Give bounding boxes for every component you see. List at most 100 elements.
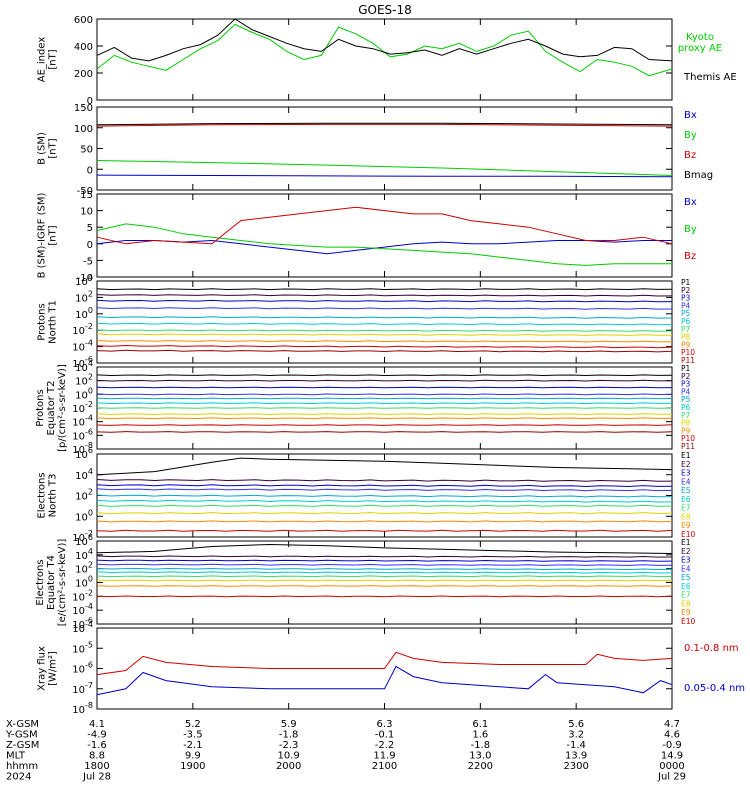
series-p3 [96,299,673,303]
series-e7 [96,575,673,578]
legend-entry: E1 [681,538,691,547]
y-axis-label: [nT] [48,138,59,158]
series-themis-ae [96,18,673,62]
y-tick-label: 102 [75,488,93,503]
footer-value: 10.9 [278,751,300,762]
footer-value: 11.9 [373,751,395,762]
footer-value: 13.0 [469,751,491,762]
footer-value: 5.6 [568,719,584,730]
y-tick-label: 106 [75,446,93,461]
footer-value: 2300 [563,761,588,772]
legend-entry: E9 [681,608,691,617]
footer-value: 6.3 [377,719,393,730]
y-tick-label: 10-6 [72,616,93,631]
series-e10 [96,595,673,598]
legend-entry: E9 [681,521,691,530]
legend-entry: E5 [681,573,691,582]
footer-value: -0.1 [375,730,395,741]
series-p4 [96,393,673,396]
footer-value: 2000 [276,761,301,772]
series-bx [96,239,672,255]
panel-frame [96,106,673,191]
series-e2 [96,555,673,558]
y-tick-label: 5 [87,223,93,234]
y-axis-label: Protons [37,303,48,340]
series-p5 [96,316,673,319]
footer-value: 2200 [468,761,493,772]
series-by [96,160,673,176]
legend-entry: E7 [681,504,691,513]
legend-entry: By [684,224,697,235]
y-tick-label: 10-4 [72,602,93,617]
footer-value: -2.1 [183,740,203,751]
y-tick-label: 104 [75,359,93,374]
axis-footer: X-GSM 4.1 5.2 5.9 6.3 6.1 5.6 4.7Y-GSM -4.9 -3.5-… [5,719,686,783]
footer-value: 13.9 [565,751,587,762]
y-axis-label: Equator T4 [46,555,57,610]
y-tick-label: 400 [74,42,93,53]
series-bmag [96,122,673,126]
y-tick-label: 0 [87,165,93,176]
y-tick-label: 10-5 [72,640,93,655]
panel-bsm: -50 0 50 100 150 B (SM) [nT] Bx By Bz Bmag [37,103,714,197]
footer-value: -1.8 [279,730,299,741]
series-e7 [96,504,673,507]
series-e2 [96,479,673,482]
y-axis-label: Electrons [37,472,48,518]
footer-row-label: X-GSM [6,719,39,730]
y-tick-label: 600 [74,15,93,26]
series-p3 [96,386,673,389]
legend-entry: E8 [681,599,691,608]
series-p11 [96,431,673,433]
legend-entry: E10 [681,617,696,626]
series-bx [96,174,673,178]
legend-entry: P7 [681,325,691,334]
legend-entry: P3 [681,294,691,303]
y-tick-label: 10-8 [72,701,93,716]
panel-frame [96,193,673,278]
y-tick-label: 0 [87,240,93,251]
legend-entry: E3 [681,469,691,478]
footer-value: -4.9 [87,730,107,741]
y-tick-label: 100 [75,386,93,401]
series-p2 [96,379,673,382]
legend-entry: P8 [681,419,691,428]
series-e3 [96,484,673,488]
y-tick-label: 10-6 [72,661,93,676]
legend-entry: P9 [681,426,691,435]
footer-value: Jul 28 [82,772,111,783]
footer-value: 1800 [84,761,109,772]
y-tick-label: 150 [74,103,93,114]
legend-entry: Bz [684,251,696,262]
chart-title: GOES-18 [358,3,412,17]
legend-entry: P4 [681,301,691,310]
y-tick-label: 106 [75,533,93,548]
legend-entry: Bx [684,110,697,121]
series-e8 [96,512,673,515]
footer-value: -2.3 [279,740,299,751]
series-p9 [96,417,673,420]
y-axis-label: AE_index [37,37,48,83]
series-p1 [96,374,673,377]
series-p1 [96,288,673,291]
footer-row-label: Y-GSM [5,730,38,741]
series-p10 [96,344,673,349]
footer-value: -1.4 [566,740,586,751]
y-axis-label: B (SM)-IGRF (SM) [37,193,48,279]
legend: Bx By Bz Bmag [684,110,713,181]
legend-entry: P10 [681,348,695,357]
legend-entry: By [684,130,697,141]
series-p5 [96,397,673,400]
panel-xray: 10-8 10-7 10-6 10-5 10-4 Xray flux [W/m²] 0.1-0… [37,620,746,716]
footer-value: 0000 [659,761,684,772]
legend-entry: E2 [681,460,691,469]
legend-entry: P1 [681,364,691,373]
legend-entry: E7 [681,591,691,600]
series-e6 [96,499,673,503]
y-axis-label: B (SM) [37,132,48,165]
legend-entry: P2 [681,372,691,381]
